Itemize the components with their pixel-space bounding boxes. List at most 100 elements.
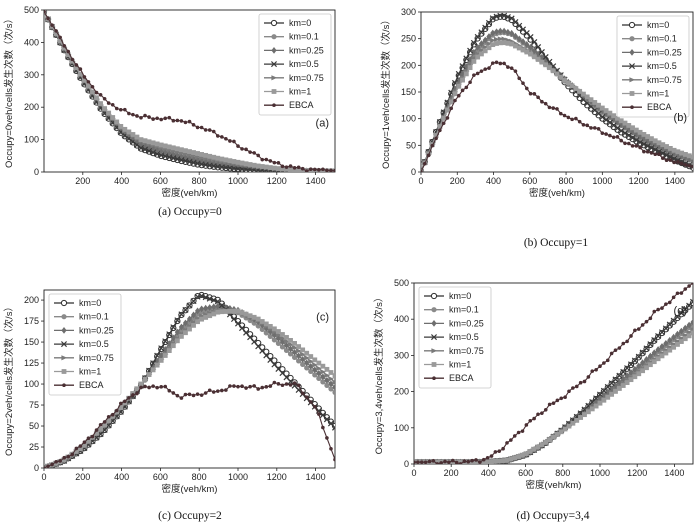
data-point bbox=[501, 446, 505, 451]
x-tick-label: 1400 bbox=[306, 472, 326, 482]
data-point bbox=[683, 163, 688, 167]
legend-item: km=1 bbox=[264, 87, 311, 97]
data-point bbox=[206, 295, 213, 302]
x-tick-label: 600 bbox=[153, 176, 168, 186]
data-point bbox=[512, 434, 517, 438]
data-point bbox=[227, 305, 233, 312]
legend-marker bbox=[61, 327, 67, 334]
data-point bbox=[582, 412, 587, 418]
legend: km=0 km=0.1 km=0.25 km=0.5 km=0.75 km=1 EBCA bbox=[48, 293, 122, 396]
plot-frame bbox=[43, 9, 336, 173]
data-point bbox=[308, 354, 314, 359]
data-point bbox=[505, 40, 511, 46]
data-point bbox=[211, 303, 217, 311]
legend-item: km=0.75 bbox=[54, 353, 114, 363]
data-point bbox=[255, 316, 261, 322]
legend-label: km=0.25 bbox=[79, 325, 114, 335]
data-point bbox=[535, 50, 541, 58]
y-tick-label: 125 bbox=[24, 358, 39, 368]
legend-marker bbox=[61, 369, 67, 374]
data-point bbox=[489, 15, 496, 22]
data-point bbox=[296, 383, 301, 388]
data-point bbox=[618, 127, 625, 134]
data-point bbox=[202, 294, 209, 301]
data-point bbox=[535, 57, 541, 62]
y-axis-label: Occupy=3,4veh/cells发生次数（次/s） bbox=[373, 293, 385, 455]
data-point bbox=[528, 91, 533, 96]
data-point bbox=[633, 137, 640, 144]
data-point bbox=[691, 283, 693, 285]
data-point bbox=[633, 328, 637, 333]
data-point bbox=[264, 157, 269, 162]
data-point bbox=[259, 326, 265, 333]
data-point bbox=[139, 115, 143, 120]
legend-item: km=0.25 bbox=[264, 45, 324, 55]
data-point bbox=[433, 133, 439, 138]
data-point bbox=[155, 116, 159, 121]
y-axis-label: Occupy=2veh/cells发生次数（次/s） bbox=[3, 302, 15, 456]
data-point bbox=[578, 415, 584, 420]
figure-caption: (d) Occupy=3,4 bbox=[517, 510, 590, 522]
x-axis-label: 密度(veh/km) bbox=[529, 187, 585, 199]
data-point bbox=[166, 144, 172, 150]
data-point bbox=[244, 386, 248, 390]
data-point bbox=[82, 77, 87, 83]
data-point bbox=[190, 311, 197, 319]
legend-item: km=1 bbox=[54, 367, 101, 377]
data-point bbox=[471, 48, 477, 56]
data-point bbox=[312, 366, 318, 374]
data-point bbox=[590, 369, 595, 373]
legend-label: km=0.1 bbox=[647, 34, 677, 44]
data-point bbox=[466, 459, 471, 464]
data-point bbox=[240, 147, 244, 151]
data-point bbox=[520, 38, 526, 46]
data-point bbox=[690, 330, 693, 336]
data-point bbox=[114, 121, 120, 129]
legend-label: km=1 bbox=[647, 89, 669, 99]
data-point bbox=[690, 318, 693, 326]
data-point bbox=[497, 27, 503, 35]
data-point bbox=[98, 423, 103, 427]
data-point bbox=[490, 37, 496, 43]
y-tick-label: 50 bbox=[29, 421, 39, 431]
data-point bbox=[655, 148, 663, 155]
data-point bbox=[434, 459, 440, 464]
data-point bbox=[65, 52, 71, 58]
data-point bbox=[690, 154, 693, 160]
data-point bbox=[280, 383, 285, 388]
data-point bbox=[524, 86, 529, 91]
data-point bbox=[154, 362, 160, 368]
data-point bbox=[649, 151, 654, 155]
data-point bbox=[146, 147, 153, 155]
data-point bbox=[231, 308, 237, 314]
data-point bbox=[463, 55, 470, 62]
data-point bbox=[263, 330, 269, 336]
data-point bbox=[171, 118, 176, 123]
data-point bbox=[232, 139, 236, 144]
data-point bbox=[589, 406, 595, 412]
data-point bbox=[191, 123, 196, 127]
data-point bbox=[135, 114, 139, 118]
data-point bbox=[267, 333, 273, 340]
x-tick-label: 1000 bbox=[590, 468, 610, 478]
data-point bbox=[686, 303, 693, 310]
data-point bbox=[131, 112, 135, 117]
data-point bbox=[252, 151, 256, 155]
data-point bbox=[264, 385, 269, 389]
data-point bbox=[118, 405, 124, 410]
data-point bbox=[158, 357, 164, 363]
legend-label: km=0.25 bbox=[647, 47, 682, 57]
data-point bbox=[211, 129, 216, 134]
data-point bbox=[645, 134, 651, 139]
data-point bbox=[430, 143, 435, 148]
data-point bbox=[304, 395, 309, 399]
data-point bbox=[551, 401, 556, 405]
data-point bbox=[159, 117, 164, 122]
data-point bbox=[211, 154, 217, 160]
data-point bbox=[593, 398, 599, 406]
data-point bbox=[280, 332, 285, 337]
data-point bbox=[497, 449, 502, 453]
data-point bbox=[479, 69, 484, 73]
data-point bbox=[438, 128, 442, 133]
